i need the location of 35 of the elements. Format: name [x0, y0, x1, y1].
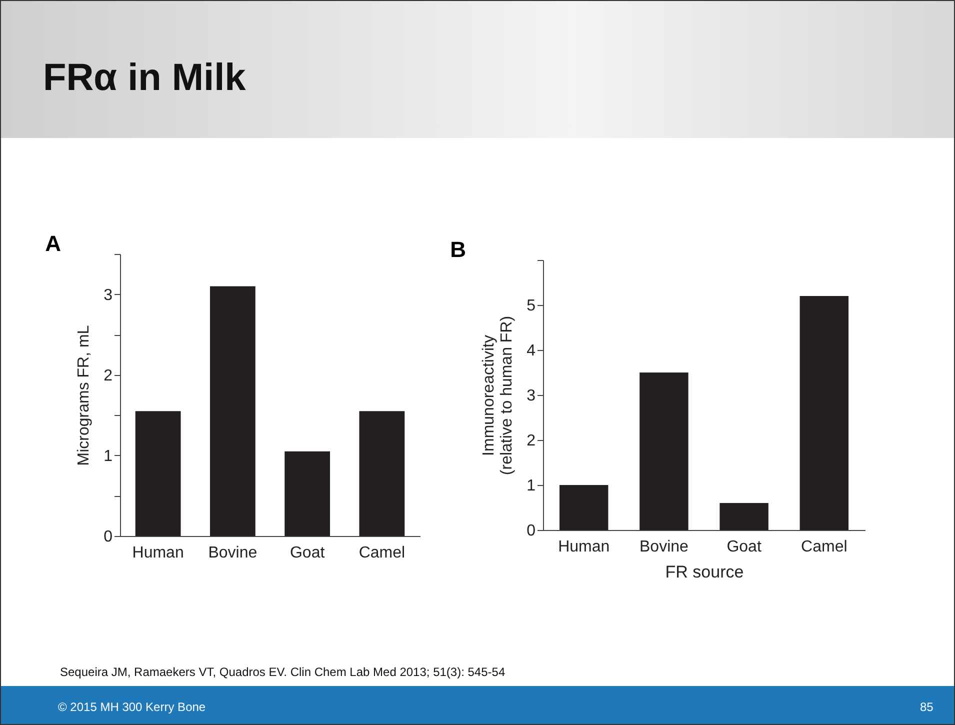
y-tick-label: 3	[104, 286, 113, 304]
y-axis-title: Micrograms FR, mL	[76, 325, 93, 466]
y-axis-title: Immunoreactivity (relative to human FR)	[480, 316, 516, 476]
text: FRα in Milk	[43, 57, 246, 100]
y-tick-label: 3	[526, 388, 536, 404]
x-tick-label: Bovine	[208, 544, 258, 562]
x-tick-label: Goat	[290, 544, 326, 562]
x-tick-label: Human	[558, 538, 610, 556]
bar	[720, 503, 768, 530]
y-tick-label: 4	[526, 342, 536, 360]
bar	[800, 296, 849, 530]
text: © 2015 MH 300 Kerry Bone	[58, 700, 206, 714]
y-tick-label: 0	[104, 528, 113, 546]
x-tick-label: Human	[132, 544, 184, 562]
text: 85	[920, 700, 934, 714]
bar	[210, 286, 256, 536]
y-tick-label: 2	[526, 432, 536, 450]
text: Sequeira JM, Ramaekers VT, Quadros EV. Clin Chem Lab Med 2013; 51(3): 545-54	[60, 665, 506, 679]
bar	[284, 451, 330, 536]
bar	[135, 411, 181, 536]
y-tick-label: 5	[526, 298, 536, 314]
y-tick-label: 2	[104, 367, 113, 384]
x-tick-label: Bovine	[639, 538, 689, 556]
bar	[559, 485, 608, 530]
chart-title: B	[450, 237, 466, 262]
x-tick-label: Goat	[726, 538, 762, 556]
x-tick-label: Camel	[801, 538, 848, 556]
bar	[359, 411, 405, 536]
bar	[640, 372, 688, 530]
y-tick-label: 1	[526, 478, 536, 494]
x-tick-label: Camel	[358, 544, 406, 562]
x-axis-title: FR source	[665, 562, 744, 582]
chart-title: A	[45, 231, 62, 256]
y-tick-label: 1	[104, 448, 113, 465]
y-tick-label: 0	[526, 522, 536, 540]
